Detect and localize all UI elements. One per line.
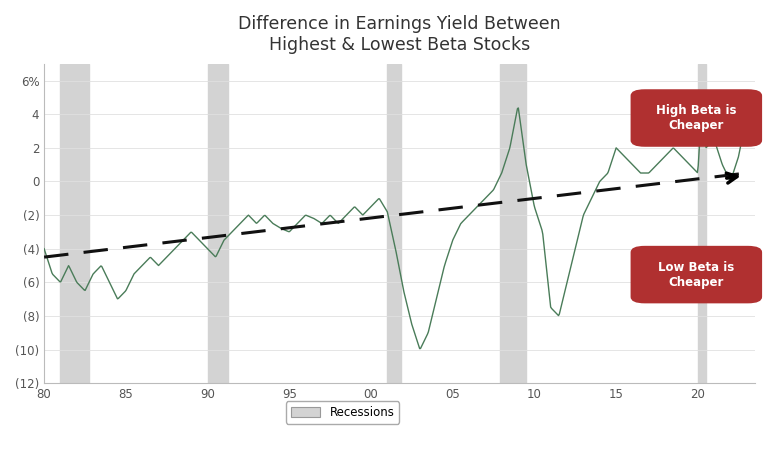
FancyBboxPatch shape bbox=[631, 246, 762, 303]
FancyBboxPatch shape bbox=[631, 89, 762, 147]
Legend: Recessions: Recessions bbox=[286, 401, 400, 424]
Text: High Beta is
Cheaper: High Beta is Cheaper bbox=[656, 104, 736, 132]
Bar bbox=[501, 64, 526, 383]
Title: Difference in Earnings Yield Between
Highest & Lowest Beta Stocks: Difference in Earnings Yield Between Hig… bbox=[238, 15, 561, 54]
Bar bbox=[61, 64, 89, 383]
Text: Low Beta is
Cheaper: Low Beta is Cheaper bbox=[658, 261, 734, 289]
Bar bbox=[387, 64, 401, 383]
Bar bbox=[698, 64, 706, 383]
Bar bbox=[207, 64, 228, 383]
